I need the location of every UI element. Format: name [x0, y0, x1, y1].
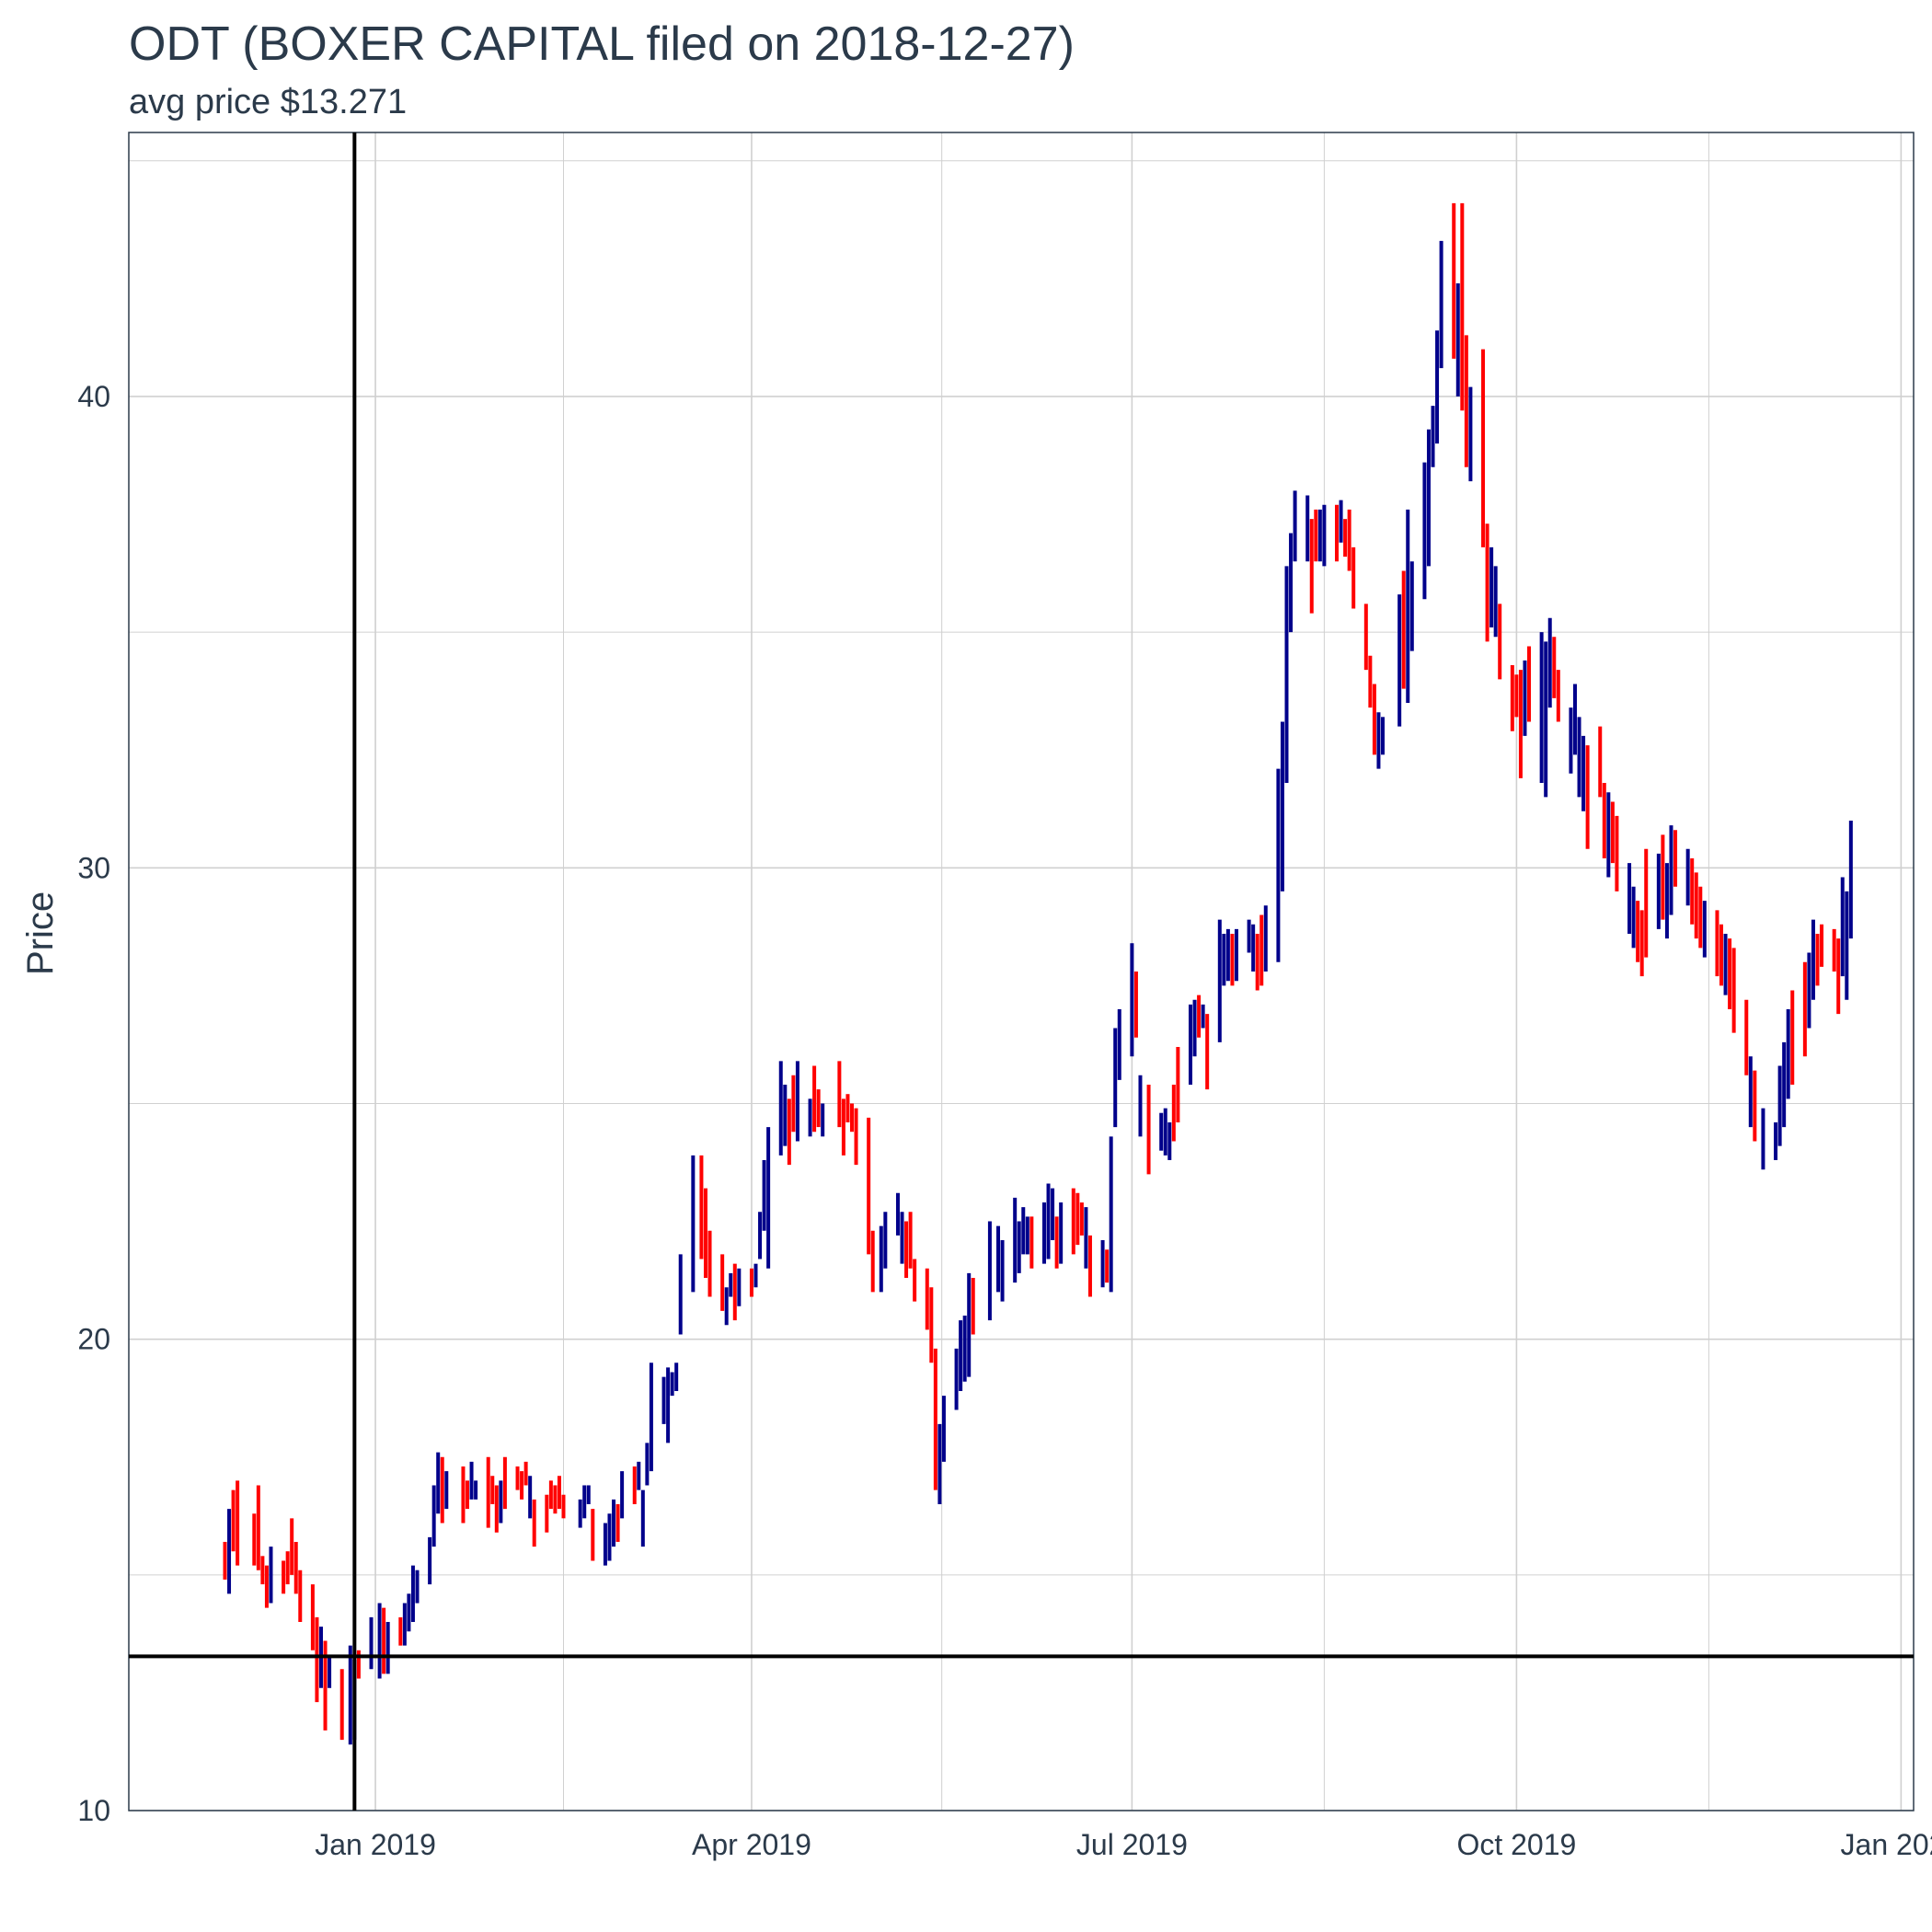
axis-ticks: 10 20 30 40 Jan 2019 Apr 2019 Jul 2019 Oct 2019…: [77, 380, 1932, 1861]
x-tick-label: Oct 2019: [1456, 1828, 1576, 1861]
y-tick-label: 30: [77, 851, 110, 884]
x-tick-label: Jul 2019: [1076, 1828, 1188, 1861]
y-tick-label: 10: [77, 1794, 110, 1827]
y-tick-label: 20: [77, 1323, 110, 1356]
x-tick-label: Jan 2020: [1841, 1828, 1932, 1861]
chart-title: ODT (BOXER CAPITAL filed on 2018-12-27): [129, 17, 1075, 71]
plot-panel-border: [128, 132, 1915, 1811]
grid: [129, 132, 1914, 1811]
reference-lines: [129, 132, 1914, 1811]
price-bars: [223, 202, 1853, 1745]
x-tick-label: Jan 2019: [315, 1828, 436, 1861]
x-tick-label: Apr 2019: [692, 1828, 811, 1861]
chart-subtitle: avg price $13.271: [129, 83, 408, 121]
y-tick-label: 40: [77, 380, 110, 413]
